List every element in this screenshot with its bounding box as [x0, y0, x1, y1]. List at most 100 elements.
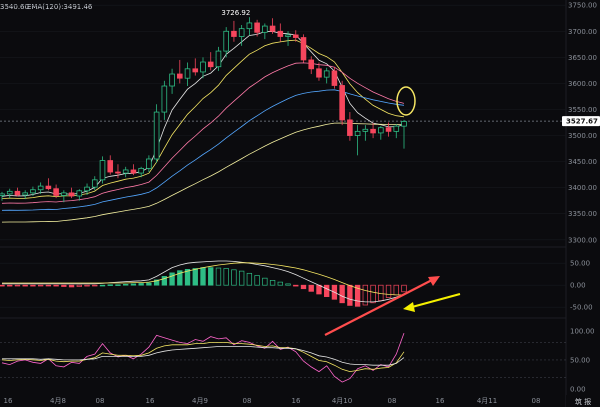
candle-body	[262, 25, 268, 33]
time-axis: 16 4月8 08 16 4月9 08 16 4月10 08 16 4月11 08	[4, 397, 541, 405]
candle-body	[401, 121, 407, 127]
candle-body	[354, 130, 361, 136]
price-tick-label: 3350.00	[568, 210, 597, 218]
macd-bar	[37, 284, 44, 287]
candle-body	[246, 22, 253, 30]
macd-bar	[92, 284, 98, 287]
candle-body	[231, 30, 237, 37]
macd-bar	[30, 284, 36, 287]
macd-bar	[285, 283, 291, 286]
macd-bar	[385, 284, 392, 298]
macd-bar	[401, 284, 407, 293]
macd-dea-line	[2, 262, 404, 296]
macd-bar	[123, 283, 129, 286]
macd-bar	[308, 284, 314, 292]
macd-bar	[130, 283, 137, 286]
macd-bar	[293, 284, 299, 287]
time-tick-label: 16	[4, 397, 13, 405]
candle-body	[22, 192, 28, 196]
candle-body	[285, 34, 291, 37]
macd-bar	[76, 284, 82, 287]
candle-body	[107, 160, 114, 173]
rsi-lines	[1, 332, 405, 383]
candle-body	[254, 22, 260, 33]
macd-lines	[2, 260, 405, 303]
footer-label: 筑 报	[575, 397, 591, 406]
time-tick-label: 4月8	[50, 397, 66, 405]
rsi-line-slow	[2, 346, 405, 366]
legend-value: 3540.60	[0, 3, 29, 11]
time-tick-label: 16	[292, 397, 301, 405]
time-tick-label: 16	[146, 397, 155, 405]
ma-line-slower	[1, 89, 405, 211]
candle-body	[161, 85, 168, 113]
footer-box	[566, 395, 600, 407]
candle-body	[37, 185, 44, 191]
macd-bar	[153, 279, 160, 286]
candle-body	[200, 61, 206, 73]
time-tick-label: 4月10	[332, 397, 352, 405]
macd-bar	[269, 280, 276, 286]
macd-bar	[238, 270, 245, 286]
macd-bar	[246, 272, 253, 286]
macd-bar	[22, 284, 28, 287]
macd-bar	[300, 284, 307, 290]
candle-body	[215, 50, 222, 68]
peak-price-label: 3726.92	[221, 9, 250, 17]
macd-bar	[0, 284, 5, 287]
candle-body	[6, 190, 13, 195]
candle-body	[184, 68, 191, 79]
time-tick-label: 16	[436, 397, 445, 405]
time-tick-label: 08	[388, 397, 397, 405]
candle-body	[378, 127, 384, 134]
macd-bar	[354, 284, 361, 307]
candle-body	[30, 189, 36, 194]
price-tick-label: 3300.00	[568, 236, 597, 244]
candle-body	[393, 125, 400, 132]
macd-bar	[61, 284, 67, 287]
candle-body	[53, 188, 59, 196]
macd-bar	[223, 268, 229, 286]
price-tick-label: 3400.00	[568, 184, 597, 192]
macd-bar	[84, 284, 90, 287]
macd-bar	[339, 284, 345, 304]
highlight-circle-annotation	[396, 86, 416, 116]
macd-bar	[184, 269, 191, 286]
candle-body	[99, 160, 106, 181]
candle-body	[339, 85, 345, 121]
macd-tick-label: 50.00	[570, 260, 590, 268]
candle-body	[192, 68, 199, 73]
time-tick-label: 4月11	[477, 397, 497, 405]
time-tick-label: 08	[96, 397, 105, 405]
macd-bar	[254, 275, 260, 286]
macd-bar	[169, 272, 175, 286]
macd-bar	[53, 284, 59, 287]
macd-bar	[362, 284, 369, 306]
macd-bar	[347, 284, 353, 306]
legend-ema: EMA(120):3491.46	[27, 3, 93, 11]
macd-bar	[146, 282, 152, 286]
rsi-tick-label: 50.00	[570, 356, 590, 364]
macd-axis: 50.00 0.00 -50.00	[570, 260, 593, 312]
candle-body	[169, 73, 175, 87]
candle-body	[122, 169, 129, 174]
candle-body	[331, 70, 338, 86]
rsi-axis: 100.00 50.00 0.00	[570, 327, 595, 393]
price-tick-label: 3450.00	[568, 158, 597, 166]
candle-body	[91, 179, 98, 188]
candle-body	[130, 169, 137, 174]
candle-body	[68, 192, 75, 197]
current-price-box	[562, 116, 600, 127]
candle-body	[115, 171, 121, 174]
macd-bar	[115, 284, 121, 286]
rsi-line-fast	[1, 332, 405, 383]
price-tick-label: 3550.00	[568, 106, 597, 114]
macd-bar	[200, 267, 206, 286]
macd-bar	[45, 284, 52, 287]
macd-bar	[99, 284, 106, 287]
candle-body	[238, 28, 245, 37]
candle-body	[146, 158, 152, 169]
candle-body	[308, 59, 315, 70]
